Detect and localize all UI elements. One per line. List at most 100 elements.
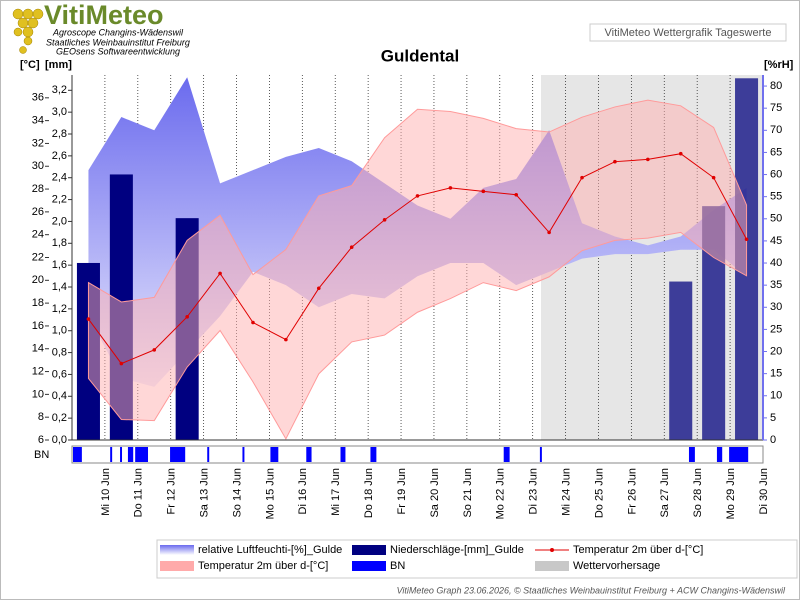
x-tick-label: So 21 Jun <box>462 468 474 518</box>
y2-tick-label: 45 <box>770 235 782 247</box>
bn-interval <box>207 447 210 462</box>
legend <box>156 539 798 579</box>
y-tick-label: 32 <box>32 137 44 149</box>
point <box>711 175 716 180</box>
bn-interval <box>729 447 749 462</box>
point <box>185 315 189 319</box>
y-tick-label: 12 <box>32 365 44 377</box>
y-tick-label: 20 <box>32 274 44 286</box>
bn-interval <box>370 447 377 462</box>
y-tick-label: 24 <box>32 229 44 241</box>
legend-label: Temperatur 2m über d-[°C] <box>573 544 703 556</box>
bn-interval <box>306 447 312 462</box>
logo-grapes <box>12 8 44 54</box>
point <box>448 186 453 190</box>
legend-icon <box>535 561 569 571</box>
y3-axis-label: [mm] <box>45 59 72 71</box>
bar <box>702 206 726 440</box>
y2-tick-label: 40 <box>770 257 782 269</box>
point <box>152 348 157 352</box>
point <box>316 286 321 291</box>
y3-tick-label: 0,6 <box>52 368 67 380</box>
y3-tick-label: 2,8 <box>52 128 67 140</box>
bn-interval <box>110 447 113 462</box>
x-tick-label: Mi 17 Jun <box>330 468 342 516</box>
y-tick-label: 34 <box>32 115 44 127</box>
point <box>678 151 683 156</box>
y3-tick-label: 1,8 <box>52 237 67 249</box>
y-tick-label: 36 <box>32 92 44 104</box>
header-box <box>589 23 787 42</box>
legend-icon <box>352 545 386 555</box>
y-tick-label: 8 <box>38 411 44 423</box>
y2-tick-label: 35 <box>770 279 782 291</box>
y2-tick-label: 75 <box>770 102 782 114</box>
y2-tick-label: 60 <box>770 168 782 180</box>
y-tick-label: 28 <box>32 183 44 195</box>
point <box>382 218 387 222</box>
x-tick-label: Mo 22 Jun <box>495 468 507 519</box>
y2-tick-label: 25 <box>770 323 782 335</box>
y3-tick-label: 2,0 <box>52 215 67 227</box>
y3-tick-label: 0,2 <box>52 412 67 424</box>
y-tick-label: 30 <box>32 160 44 172</box>
y3-tick-label: 0,4 <box>52 390 67 402</box>
x-tick-label: Di 23 Jun <box>528 468 540 514</box>
x-tick-label: Fr 12 Jun <box>166 468 178 514</box>
point <box>284 337 288 342</box>
point <box>646 157 650 162</box>
legend-label: BN <box>390 560 405 572</box>
bn-interval <box>503 447 510 462</box>
y3-tick-label: 1,4 <box>52 281 67 293</box>
y-tick-label: 26 <box>32 206 44 218</box>
y3-tick-label: 0,8 <box>52 346 67 358</box>
y2-tick-label: 65 <box>770 146 782 158</box>
legend-icon <box>160 545 194 555</box>
point <box>251 320 255 325</box>
y-tick-label: 16 <box>32 320 44 332</box>
x-tick-label: So 28 Jun <box>692 468 704 518</box>
y-tick-label: 14 <box>32 343 44 355</box>
y3-tick-label: 1,0 <box>52 325 67 337</box>
y3-tick-label: 1,2 <box>52 303 67 315</box>
bn-interval <box>120 447 123 462</box>
x-tick-label: Sa 27 Jun <box>659 468 671 518</box>
point <box>514 192 519 197</box>
y3-tick-label: 1,6 <box>52 259 67 271</box>
point <box>415 194 420 198</box>
y2-tick-label: 30 <box>770 301 782 313</box>
y3-tick-label: 3,0 <box>52 106 67 118</box>
logo-line: GEOsens Softwareentwicklung <box>56 46 180 56</box>
y-axis-label: [°C] <box>20 59 40 71</box>
y-tick-label: 18 <box>32 297 44 309</box>
legend-icon <box>160 561 194 571</box>
y3-tick-label: 0,0 <box>52 434 67 446</box>
footer: VitiMeteo Graph 23.06.2026, © Staatliche… <box>397 585 786 595</box>
x-tick-label: Do 18 Jun <box>363 468 375 518</box>
point <box>86 317 91 321</box>
range-band <box>87 99 748 440</box>
bn-interval <box>242 447 245 462</box>
bn-interval <box>716 447 723 462</box>
bn-interval <box>170 447 186 462</box>
logo: VitiMeteo <box>44 0 164 30</box>
bn-interval <box>340 447 346 462</box>
legend-icon <box>550 548 554 552</box>
point <box>349 245 354 250</box>
header-box-text: VitiMeteo Wettergrafik Tageswerte <box>605 27 772 39</box>
y2-tick-label: 10 <box>770 390 782 402</box>
chart-title: Guldental <box>381 46 459 65</box>
x-tick-label: So 14 Jun <box>231 468 243 518</box>
bn-interval <box>539 447 542 462</box>
bn-interval <box>688 447 695 462</box>
x-tick-label: Mo 15 Jun <box>264 468 276 519</box>
point <box>119 361 124 366</box>
y2-tick-label: 55 <box>770 191 782 203</box>
logo-line: Agroscope Changins-Wädenswil <box>52 27 184 37</box>
point <box>547 230 551 235</box>
x-tick-label: Mi 24 Jun <box>560 468 572 516</box>
point <box>744 237 749 242</box>
y3-tick-label: 3,2 <box>52 84 67 96</box>
strip-label: BN <box>34 449 49 461</box>
